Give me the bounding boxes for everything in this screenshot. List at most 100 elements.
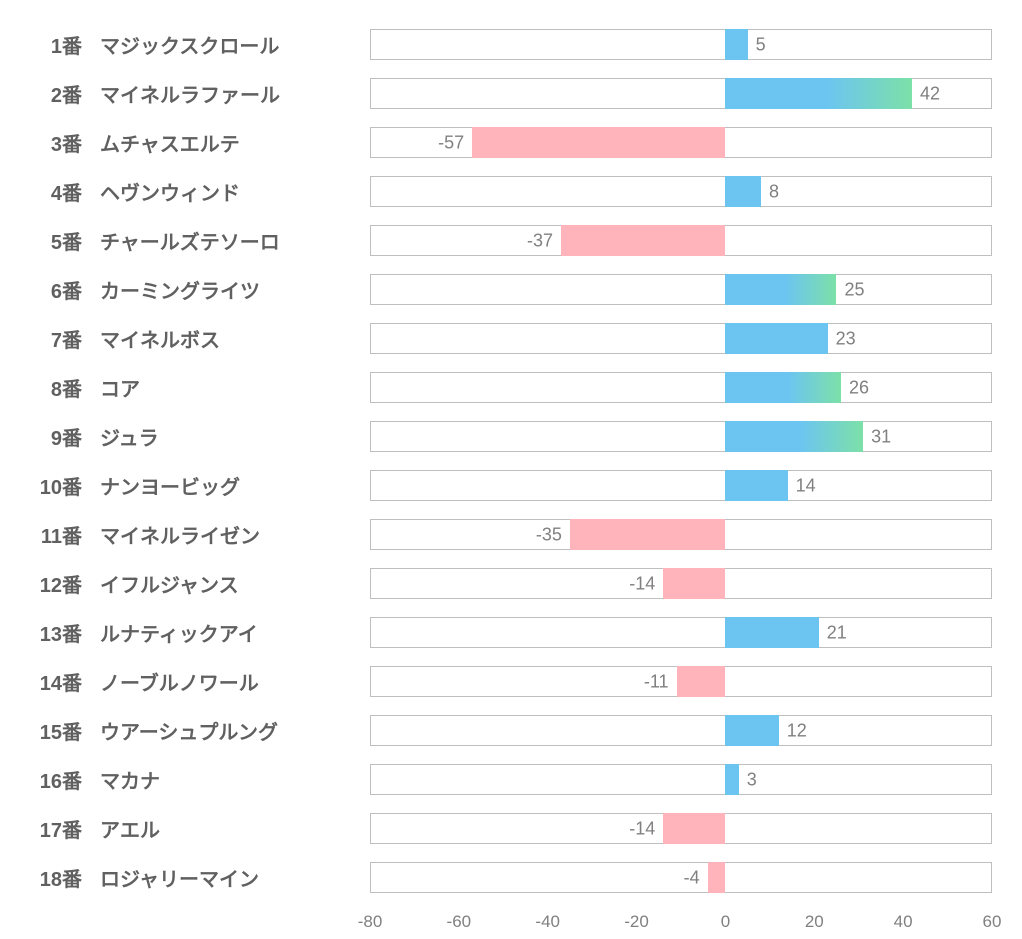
bar	[725, 372, 841, 403]
chart-row: 18番ロジャリーマイン-4	[0, 853, 1022, 902]
chart-row: 9番ジュラ31	[0, 412, 1022, 461]
x-tick: 40	[894, 912, 913, 932]
x-axis: -80-60-40-200204060	[370, 906, 992, 936]
row-number: 18番	[35, 863, 100, 892]
bar-track	[370, 323, 992, 354]
row-number: 14番	[35, 667, 100, 696]
chart-row: 7番マイネルボス23	[0, 314, 1022, 363]
value-label: 5	[756, 34, 766, 55]
row-label: 1番マジックスクロール	[0, 30, 370, 59]
bar-track	[370, 764, 992, 795]
value-label: 23	[836, 328, 856, 349]
row-name: ヘヴンウィンド	[100, 177, 240, 206]
row-name: ロジャリーマイン	[100, 863, 259, 892]
value-label: -14	[629, 573, 655, 594]
bar-track	[370, 176, 992, 207]
bar	[725, 617, 818, 648]
row-label: 12番イフルジャンス	[0, 569, 370, 598]
row-number: 13番	[35, 618, 100, 647]
bar-track-container: -4	[370, 853, 992, 902]
bar-track-container: 25	[370, 265, 992, 314]
row-name: ジュラ	[100, 422, 159, 451]
row-name: マカナ	[100, 765, 160, 794]
row-label: 16番マカナ	[0, 765, 370, 794]
bar-track	[370, 470, 992, 501]
row-number: 3番	[35, 128, 100, 157]
bar-track-container: 42	[370, 69, 992, 118]
row-name: マイネルライゼン	[100, 520, 260, 549]
row-name: ノーブルノワール	[100, 667, 259, 696]
bar	[725, 274, 836, 305]
chart-row: 1番マジックスクロール 5	[0, 20, 1022, 69]
value-label: 14	[796, 475, 816, 496]
bar-track	[370, 715, 992, 746]
bar-track-container: 21	[370, 608, 992, 657]
row-number: 1番	[35, 30, 100, 59]
bar	[570, 519, 726, 550]
value-label: 25	[845, 279, 865, 300]
row-name: ウアーシュプルング	[100, 716, 278, 745]
x-tick: 60	[983, 912, 1002, 932]
value-label: 12	[787, 720, 807, 741]
bar-track-container: 3	[370, 755, 992, 804]
bar	[725, 29, 747, 60]
value-label: -35	[536, 524, 562, 545]
bar-track	[370, 372, 992, 403]
bar	[725, 176, 761, 207]
row-label: 4番ヘヴンウィンド	[0, 177, 370, 206]
row-name: アエル	[100, 814, 160, 843]
chart-row: 15番ウアーシュプルング 12	[0, 706, 1022, 755]
bar	[725, 470, 787, 501]
bar-track-container: -14	[370, 559, 992, 608]
row-number: 9番	[35, 422, 100, 451]
bar-track	[370, 421, 992, 452]
row-number: 15番	[35, 716, 100, 745]
bar-track	[370, 617, 992, 648]
x-tick: -60	[447, 912, 472, 932]
row-number: 8番	[35, 373, 100, 402]
bar-track-container: 31	[370, 412, 992, 461]
row-number: 4番	[35, 177, 100, 206]
value-label: -57	[438, 132, 464, 153]
row-name: コア	[100, 373, 140, 402]
chart-row: 4番ヘヴンウィンド 8	[0, 167, 1022, 216]
x-tick: 20	[805, 912, 824, 932]
value-label: 8	[769, 181, 779, 202]
row-name: カーミングライツ	[100, 275, 260, 304]
x-tick: -80	[358, 912, 383, 932]
bar-track-container: 8	[370, 167, 992, 216]
row-number: 6番	[35, 275, 100, 304]
row-name: ナンヨービッグ	[100, 471, 240, 500]
row-label: 18番ロジャリーマイン	[0, 863, 370, 892]
row-name: ルナティックアイ	[100, 618, 258, 647]
bar-track	[370, 274, 992, 305]
row-label: 6番カーミングライツ	[0, 275, 370, 304]
row-number: 5番	[35, 226, 100, 255]
row-label: 5番チャールズテソーロ	[0, 226, 370, 255]
bar	[725, 764, 738, 795]
chart-row: 6番カーミングライツ 25	[0, 265, 1022, 314]
chart-row: 2番マイネルラファール42	[0, 69, 1022, 118]
x-tick: 0	[721, 912, 730, 932]
chart-row: 16番マカナ 3	[0, 755, 1022, 804]
row-label: 14番ノーブルノワール	[0, 667, 370, 696]
bar-track-container: -37	[370, 216, 992, 265]
chart-rows: 1番マジックスクロール52番マイネルラファール423番ムチャスエルテ-574番ヘ…	[0, 20, 1022, 902]
bar	[725, 323, 827, 354]
bar-track-container: -14	[370, 804, 992, 853]
bar	[677, 666, 726, 697]
bar	[663, 813, 725, 844]
row-name: マイネルラファール	[100, 79, 280, 108]
row-label: 8番コア	[0, 373, 370, 402]
bar	[472, 127, 725, 158]
row-label: 17番アエル	[0, 814, 370, 843]
row-label: 2番マイネルラファール	[0, 79, 370, 108]
row-name: マジックスクロール	[100, 30, 279, 59]
row-label: 10番ナンヨービッグ	[0, 471, 370, 500]
bar	[725, 421, 863, 452]
row-label: 9番ジュラ	[0, 422, 370, 451]
row-label: 3番ムチャスエルテ	[0, 128, 370, 157]
value-label: 3	[747, 769, 757, 790]
row-name: イフルジャンス	[100, 569, 239, 598]
row-number: 17番	[35, 814, 100, 843]
